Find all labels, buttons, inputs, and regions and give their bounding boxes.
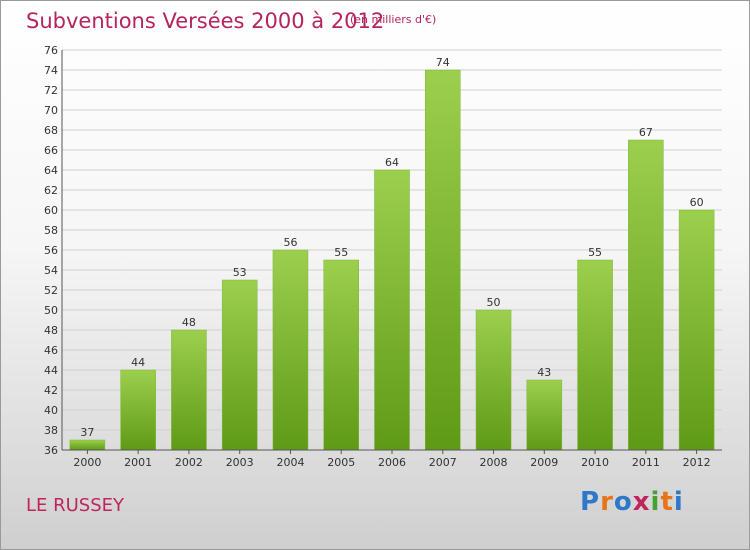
bar-value-label: 37 xyxy=(80,426,94,439)
y-tick-label: 58 xyxy=(44,224,58,237)
bar-value-label: 48 xyxy=(182,316,196,329)
x-tick-label: 2001 xyxy=(124,456,152,469)
y-tick-label: 76 xyxy=(44,44,58,57)
bar-2008 xyxy=(475,309,512,451)
bars: 37 44 48 53 56 55 64 74 50 43 55 67 60 xyxy=(69,56,715,451)
bar-2004 xyxy=(272,249,309,451)
x-tick-label: 2005 xyxy=(327,456,355,469)
bar-value-label: 74 xyxy=(436,56,450,69)
bar-value-label: 60 xyxy=(690,196,704,209)
bar-value-label: 44 xyxy=(131,356,145,369)
bar-value-label: 53 xyxy=(233,266,247,279)
x-tick-label: 2009 xyxy=(530,456,558,469)
y-tick-label: 42 xyxy=(44,384,58,397)
bar-2002 xyxy=(171,329,207,451)
x-tick-label: 2010 xyxy=(581,456,609,469)
x-tick-label: 2002 xyxy=(175,456,203,469)
bar-2006 xyxy=(374,169,410,451)
bar-2000 xyxy=(69,439,106,451)
y-tick-label: 38 xyxy=(44,424,58,437)
y-tick-label: 50 xyxy=(44,304,58,317)
y-tick-label: 54 xyxy=(44,264,58,277)
y-tick-label: 60 xyxy=(44,204,58,217)
chart-title: Subventions Versées 2000 à 2012 xyxy=(26,9,385,33)
y-tick-label: 46 xyxy=(44,344,58,357)
bar-value-label: 55 xyxy=(588,246,602,259)
bar-2010 xyxy=(577,259,613,451)
bar-value-label: 67 xyxy=(639,126,653,139)
y-tick-label: 66 xyxy=(44,144,58,157)
x-tick-label: 2012 xyxy=(683,456,711,469)
y-tick-label: 74 xyxy=(44,64,58,77)
x-tick-label: 2000 xyxy=(73,456,101,469)
commune-name: LE RUSSEY xyxy=(26,495,125,516)
bar-2003 xyxy=(221,279,258,451)
y-tick-label: 70 xyxy=(44,104,58,117)
y-tick-label: 36 xyxy=(44,444,58,457)
y-tick-label: 44 xyxy=(44,364,58,377)
y-tick-label: 64 xyxy=(44,164,58,177)
y-tick-label: 68 xyxy=(44,124,58,137)
x-tick-label: 2006 xyxy=(378,456,406,469)
chart-unit-note: (en milliers d'€) xyxy=(350,13,437,26)
bar-value-label: 43 xyxy=(537,366,551,379)
bar-value-label: 50 xyxy=(487,296,501,309)
bar-2009 xyxy=(526,379,563,451)
y-tick-label: 52 xyxy=(44,284,58,297)
x-tick-label: 2004 xyxy=(276,456,304,469)
bar-value-label: 64 xyxy=(385,156,399,169)
bar-2011 xyxy=(628,139,664,451)
x-tick-label: 2011 xyxy=(632,456,660,469)
bar-2007 xyxy=(425,69,461,451)
y-tick-label: 62 xyxy=(44,184,58,197)
bar-2005 xyxy=(323,259,359,451)
x-tick-label: 2003 xyxy=(226,456,254,469)
axes: 36 38 40 42 44 46 48 50 52 54 56 58 60 62 64 66 68 70 72 74… xyxy=(44,44,722,469)
y-tick-label: 56 xyxy=(44,244,58,257)
y-tick-label: 72 xyxy=(44,84,58,97)
bar-2001 xyxy=(120,369,156,451)
bar-value-label: 56 xyxy=(283,236,297,249)
y-tick-label: 48 xyxy=(44,324,58,337)
x-tick-label: 2007 xyxy=(429,456,457,469)
proxiti-logo[interactable]: Proxiti xyxy=(580,487,684,517)
y-tick-label: 40 xyxy=(44,404,58,417)
x-tick-label: 2008 xyxy=(480,456,508,469)
bar-2012 xyxy=(678,209,715,451)
bar-value-label: 55 xyxy=(334,246,348,259)
